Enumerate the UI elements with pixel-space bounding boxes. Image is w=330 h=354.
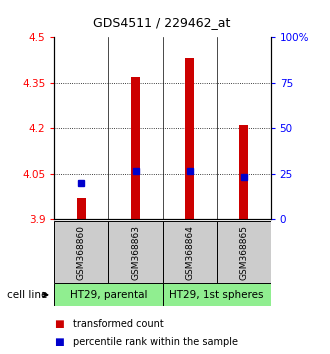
Bar <box>109 221 162 283</box>
Bar <box>185 58 194 219</box>
Bar <box>162 221 216 283</box>
Bar <box>54 283 162 306</box>
Text: ■: ■ <box>54 319 64 329</box>
Text: GSM368860: GSM368860 <box>77 225 86 280</box>
Text: cell line: cell line <box>7 290 47 300</box>
Bar <box>131 77 140 219</box>
Bar <box>162 283 271 306</box>
Bar <box>216 221 271 283</box>
Bar <box>239 125 248 219</box>
Text: ■: ■ <box>54 337 64 347</box>
Text: GDS4511 / 229462_at: GDS4511 / 229462_at <box>93 16 230 29</box>
Text: GSM368863: GSM368863 <box>131 225 140 280</box>
Bar <box>77 198 86 219</box>
Text: GSM368864: GSM368864 <box>185 225 194 280</box>
Text: GSM368865: GSM368865 <box>239 225 248 280</box>
Text: transformed count: transformed count <box>73 319 163 329</box>
Text: HT29, parental: HT29, parental <box>70 290 147 300</box>
Bar <box>54 221 109 283</box>
Text: HT29, 1st spheres: HT29, 1st spheres <box>169 290 264 300</box>
Text: percentile rank within the sample: percentile rank within the sample <box>73 337 238 347</box>
